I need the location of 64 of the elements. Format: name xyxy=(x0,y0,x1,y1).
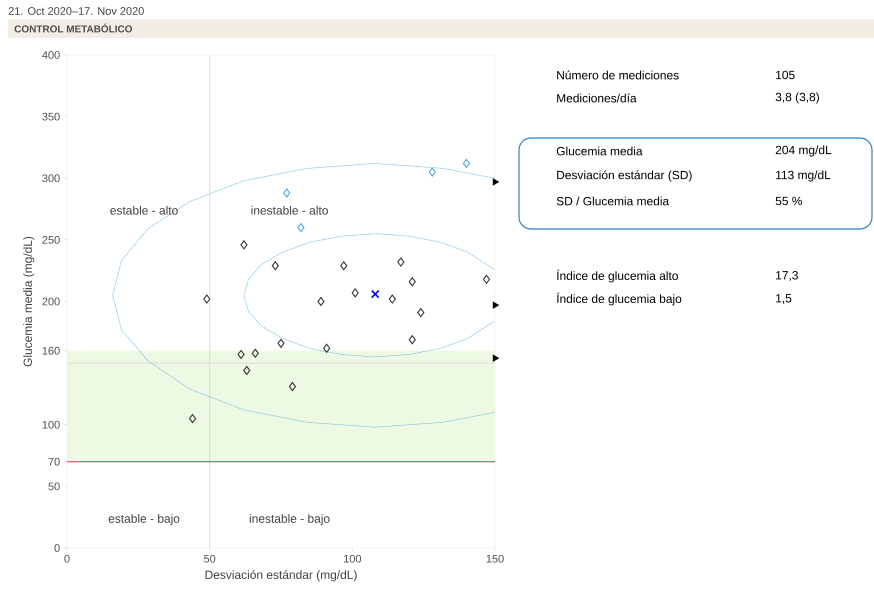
text: Mediciones/día xyxy=(557,94,637,102)
text: SD / Glucemia media xyxy=(556,196,670,206)
text: 3,8 (3,8) xyxy=(776,92,819,104)
x-axis-title: Desviación estándar (mg/dL) xyxy=(206,570,357,582)
point xyxy=(492,178,500,186)
text: 105 xyxy=(776,70,795,80)
point xyxy=(243,366,250,376)
point xyxy=(189,414,196,424)
chart-title: CONTROL METABÓLICO xyxy=(14,24,132,32)
point xyxy=(340,261,348,270)
text: Desviación estándar (SD) xyxy=(557,170,692,182)
annotation: estable - bajo xyxy=(108,514,180,526)
y-tick-label: 100 xyxy=(42,420,60,429)
y-tick-label: 400 xyxy=(42,51,60,59)
point xyxy=(240,240,248,250)
point xyxy=(272,261,279,270)
x-tick-label: 150 xyxy=(486,554,504,563)
text: 113 mg/dL xyxy=(776,170,830,182)
text: 17,3 xyxy=(776,271,798,281)
x-tick-label: 50 xyxy=(204,554,216,563)
point xyxy=(238,350,245,360)
point xyxy=(492,302,500,309)
text: Número de mediciones xyxy=(557,70,679,80)
point xyxy=(397,257,404,267)
point xyxy=(408,335,416,344)
y-axis-title: Glucemia media (mg/dL) xyxy=(23,236,34,366)
point xyxy=(288,382,296,392)
point xyxy=(352,288,359,298)
y-tick-label: 0 xyxy=(54,544,60,552)
point xyxy=(388,294,396,304)
point xyxy=(252,348,259,358)
point xyxy=(492,354,500,362)
line-series xyxy=(244,233,495,358)
annotation: estable - alto xyxy=(110,206,178,215)
point xyxy=(283,188,290,198)
point xyxy=(317,296,325,306)
y-tick-label: 160 xyxy=(42,346,60,355)
point xyxy=(370,290,380,298)
text: 55 % xyxy=(776,196,802,206)
text: 1,5 xyxy=(776,294,792,304)
y-tick-label: 200 xyxy=(42,298,60,306)
y-tick-label: 50 xyxy=(48,482,60,490)
text: 204 mg/dL xyxy=(776,145,832,157)
text: Índice de glucemia alto xyxy=(557,270,678,282)
point xyxy=(297,222,305,232)
text: Índice de glucemia bajo xyxy=(557,292,682,306)
point xyxy=(462,158,470,168)
x-tick-label: 0 xyxy=(64,554,70,563)
text: Glucemia media xyxy=(556,146,643,156)
point xyxy=(482,274,490,284)
y-tick-label: 250 xyxy=(42,236,60,244)
chart-subtitle: 21. Oct 2020–17. Nov 2020 xyxy=(8,7,144,15)
point xyxy=(203,294,210,304)
point xyxy=(428,168,436,177)
point xyxy=(277,338,285,348)
point xyxy=(417,308,424,318)
point xyxy=(408,277,416,286)
point xyxy=(323,344,330,353)
y-tick-label: 300 xyxy=(42,174,60,182)
x-tick-label: 100 xyxy=(344,554,362,563)
annotation: inestable - alto xyxy=(251,206,328,215)
y-tick-label: 350 xyxy=(42,112,60,120)
annotation: inestable - bajo xyxy=(250,514,330,526)
y-tick-label: 70 xyxy=(48,458,60,466)
